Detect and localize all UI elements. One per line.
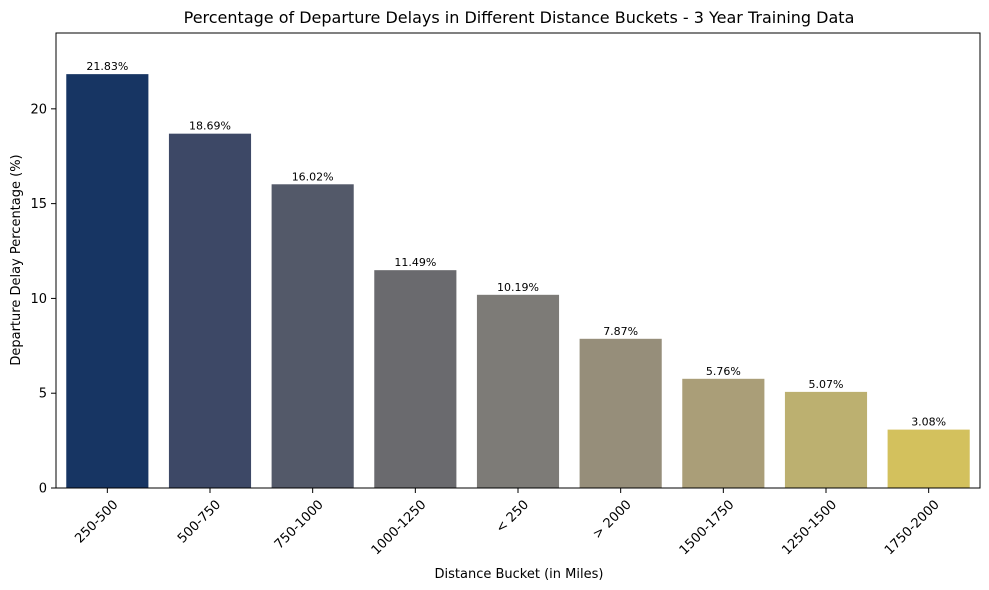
x-tick-label-1: 500-750 (175, 497, 224, 546)
bar-5 (579, 338, 662, 488)
x-tick-label-7: 1250-1500 (779, 497, 840, 558)
chart-title: Percentage of Departure Delays in Differ… (184, 8, 855, 27)
data-label-3: 11.49% (394, 256, 436, 269)
data-label-0: 21.83% (86, 60, 128, 73)
y-tick-label-0: 0 (39, 482, 47, 497)
x-tick-label-6: 1500-1750 (677, 497, 738, 558)
y-tick-label-4: 20 (30, 102, 47, 117)
y-axis-label: Departure Delay Percentage (%) (9, 154, 24, 365)
data-label-7: 5.07% (809, 378, 844, 391)
y-tick-label-1: 5 (39, 387, 47, 402)
x-tick-label-5: > 2000 (590, 497, 635, 542)
x-tick-label-4: < 250 (493, 497, 532, 536)
bar-1 (168, 133, 252, 489)
plot-area: 21.83% 250-500 18.69% 500-750 16.02% 750-1000… (30, 32, 981, 558)
x-tick-label-8: 1750-2000 (882, 497, 943, 558)
data-label-2: 16.02% (292, 170, 334, 183)
bar-4 (476, 294, 560, 488)
x-tick-label-3: 1000-1250 (369, 497, 430, 558)
bar-3 (374, 270, 457, 488)
y-tick-label-3: 15 (30, 197, 47, 212)
data-label-5: 7.87% (603, 325, 638, 338)
bar-0 (66, 74, 149, 488)
x-tick-label-0: 250-500 (72, 497, 121, 546)
data-label-6: 5.76% (706, 365, 741, 378)
bar-6 (682, 378, 765, 488)
bar-2 (271, 184, 354, 489)
data-label-1: 18.69% (189, 120, 231, 133)
x-tick-label-2: 750-1000 (272, 497, 327, 552)
x-axis-label: Distance Bucket (in Miles) (435, 567, 604, 582)
plot-frame (55, 32, 981, 489)
y-tick-label-2: 10 (30, 292, 47, 307)
data-label-4: 10.19% (497, 281, 539, 294)
bar-7 (784, 391, 868, 488)
bar-8 (887, 429, 970, 488)
data-label-8: 3.08% (911, 416, 946, 429)
